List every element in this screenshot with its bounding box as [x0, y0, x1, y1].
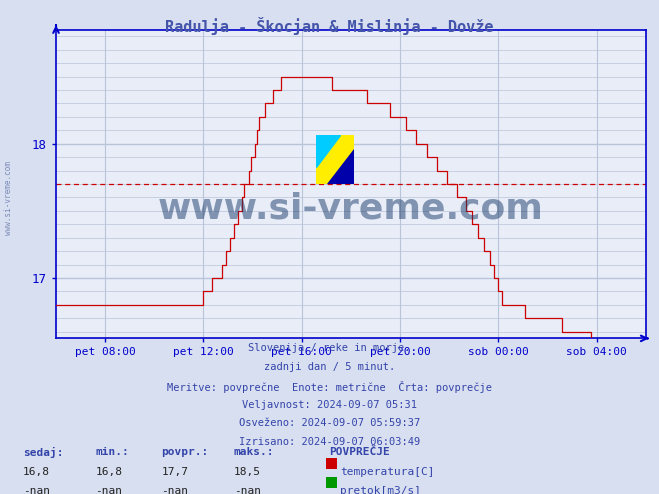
Text: Veljavnost: 2024-09-07 05:31: Veljavnost: 2024-09-07 05:31: [242, 400, 417, 410]
Text: -nan: -nan: [161, 486, 188, 494]
Text: Meritve: povprečne  Enote: metrične  Črta: povprečje: Meritve: povprečne Enote: metrične Črta:…: [167, 381, 492, 393]
Polygon shape: [316, 135, 341, 167]
Text: Izrisano: 2024-09-07 06:03:49: Izrisano: 2024-09-07 06:03:49: [239, 437, 420, 447]
Text: 17,7: 17,7: [161, 467, 188, 477]
Text: -nan: -nan: [23, 486, 50, 494]
Text: 18,5: 18,5: [234, 467, 261, 477]
Text: Osveženo: 2024-09-07 05:59:37: Osveženo: 2024-09-07 05:59:37: [239, 418, 420, 428]
Text: www.si-vreme.com: www.si-vreme.com: [4, 161, 13, 235]
Text: povpr.:: povpr.:: [161, 447, 209, 457]
Text: Radulja - Škocjan & Mislinja - Dovže: Radulja - Škocjan & Mislinja - Dovže: [165, 17, 494, 35]
Text: sedaj:: sedaj:: [23, 447, 63, 458]
Text: zadnji dan / 5 minut.: zadnji dan / 5 minut.: [264, 362, 395, 372]
Text: 16,8: 16,8: [96, 467, 123, 477]
Text: www.si-vreme.com: www.si-vreme.com: [158, 192, 544, 226]
Text: -nan: -nan: [234, 486, 261, 494]
Text: 16,8: 16,8: [23, 467, 50, 477]
Text: maks.:: maks.:: [234, 447, 274, 457]
Text: pretok[m3/s]: pretok[m3/s]: [340, 486, 421, 494]
Polygon shape: [327, 150, 354, 184]
Text: Slovenija / reke in morje.: Slovenija / reke in morje.: [248, 343, 411, 353]
Text: POVPREČJE: POVPREČJE: [330, 447, 390, 457]
Text: temperatura[C]: temperatura[C]: [340, 467, 434, 477]
Text: -nan: -nan: [96, 486, 123, 494]
Text: min.:: min.:: [96, 447, 129, 457]
